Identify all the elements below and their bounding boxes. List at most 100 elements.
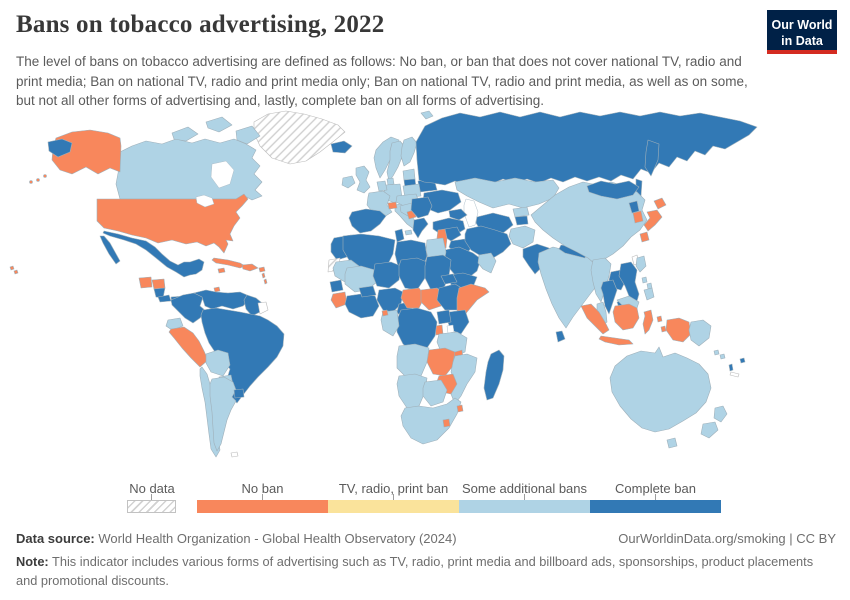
region-estonia-latvia[interactable] [402, 168, 416, 181]
legend-swatch-no-ban[interactable] [197, 500, 328, 513]
region-ireland[interactable] [341, 175, 356, 189]
region-north-korea[interactable] [628, 200, 640, 214]
region-fiji[interactable] [739, 357, 746, 364]
region-mongolia[interactable] [586, 180, 640, 200]
region-java[interactable] [598, 335, 634, 346]
region-greenland[interactable] [253, 110, 346, 165]
region-moluccas[interactable] [660, 325, 667, 333]
region-hawaii[interactable] [9, 265, 15, 271]
region-spain-portugal[interactable] [348, 208, 387, 234]
region-brazil[interactable] [200, 307, 285, 404]
region-papua-new-guinea[interactable] [688, 319, 712, 347]
region-zambia[interactable] [426, 347, 456, 377]
region-borneo-indonesia[interactable] [612, 303, 640, 331]
region-burkina-faso[interactable] [358, 285, 377, 298]
region-solomon-islands[interactable] [713, 349, 720, 356]
region-central-african-republic[interactable] [400, 287, 426, 309]
region-thailand[interactable] [600, 279, 618, 315]
region-oman-uae[interactable] [477, 252, 497, 274]
region-solomon-islands[interactable] [719, 353, 726, 360]
region-baja-california[interactable] [99, 235, 121, 265]
region-angola[interactable] [396, 343, 430, 379]
region-greece-albania[interactable] [412, 217, 429, 239]
region-lesser-antilles[interactable] [261, 272, 266, 279]
region-aleutian-islands[interactable] [36, 178, 40, 182]
region-united-kingdom[interactable] [355, 165, 371, 194]
region-gabon-congo[interactable] [380, 309, 400, 337]
region-mexico[interactable] [102, 230, 205, 278]
region-aleutian-islands[interactable] [43, 174, 47, 178]
region-russia[interactable] [415, 111, 758, 186]
region-south-sudan[interactable] [420, 287, 444, 311]
region-caucasus[interactable] [448, 208, 468, 221]
region-uganda[interactable] [436, 309, 452, 325]
region-kyrgyzstan[interactable] [512, 206, 530, 218]
region-svalbard[interactable] [420, 110, 434, 120]
region-japan[interactable] [639, 231, 650, 243]
region-argentina[interactable] [209, 376, 237, 452]
legend-swatch-no-data[interactable] [127, 500, 176, 513]
region-nigeria[interactable] [376, 287, 404, 313]
region-japan[interactable] [653, 197, 667, 210]
region-eritrea[interactable] [440, 273, 458, 285]
legend-swatch-some-additional[interactable] [459, 500, 590, 513]
region-usa[interactable] [96, 193, 249, 254]
region-denmark[interactable] [386, 177, 395, 186]
region-china[interactable] [530, 181, 648, 265]
region-falkland-islands[interactable] [230, 451, 239, 458]
region-visayas[interactable] [641, 276, 648, 284]
legend-swatch-complete[interactable] [590, 500, 721, 513]
region-australia[interactable] [609, 346, 712, 433]
region-iceland[interactable] [330, 140, 353, 154]
region-benelux[interactable] [376, 180, 388, 192]
region-lesser-antilles[interactable] [263, 278, 268, 285]
region-finland[interactable] [400, 136, 418, 167]
region-moluccas[interactable] [656, 315, 663, 323]
region-mindanao[interactable] [643, 287, 655, 301]
region-botswana[interactable] [422, 379, 448, 407]
legend-swatch-tv-radio-print[interactable] [328, 500, 459, 513]
region-switzerland[interactable] [387, 201, 398, 210]
region-honduras[interactable] [151, 278, 166, 290]
region-french-guiana[interactable] [257, 301, 269, 315]
region-canada-arctic-islands[interactable] [235, 125, 261, 145]
region-sulawesi[interactable] [642, 309, 654, 335]
region-tasmania[interactable] [666, 437, 678, 449]
region-kazakhstan[interactable] [454, 177, 560, 209]
region-canada-arctic-islands[interactable] [205, 116, 233, 133]
region-iran[interactable] [464, 225, 512, 259]
region-tajikistan[interactable] [514, 215, 529, 226]
region-trinidad[interactable] [213, 286, 221, 293]
region-romania-bulgaria[interactable] [410, 196, 433, 219]
region-new-caledonia[interactable] [729, 371, 740, 378]
region-canada[interactable] [115, 138, 263, 201]
region-kamchatka[interactable] [644, 139, 660, 177]
region-bolivia[interactable] [205, 349, 231, 377]
region-south-korea[interactable] [632, 210, 644, 224]
region-myanmar[interactable] [590, 257, 612, 303]
region-equatorial-guinea[interactable] [381, 309, 389, 317]
region-lesotho[interactable] [442, 418, 451, 428]
region-jamaica[interactable] [217, 267, 226, 274]
region-sumatra[interactable] [580, 303, 610, 335]
region-luzon[interactable] [635, 255, 647, 273]
region-senegal[interactable] [329, 279, 344, 293]
region-niger[interactable] [372, 261, 402, 289]
region-peru[interactable] [168, 326, 209, 368]
region-namibia[interactable] [396, 373, 428, 409]
region-uruguay[interactable] [233, 388, 245, 399]
region-new-zealand-south[interactable] [700, 421, 719, 439]
region-tunisia[interactable] [394, 228, 405, 243]
region-alaska[interactable] [51, 129, 122, 175]
region-hispaniola[interactable] [241, 263, 259, 272]
region-cuba[interactable] [211, 257, 246, 269]
region-new-zealand-north[interactable] [713, 405, 728, 423]
region-chad[interactable] [398, 257, 428, 291]
region-ivory-coast-ghana[interactable] [344, 293, 380, 319]
region-south-africa[interactable] [400, 397, 462, 445]
region-west-papua[interactable] [665, 317, 692, 343]
region-vanuatu[interactable] [728, 363, 734, 372]
region-canada-arctic-islands[interactable] [171, 126, 199, 142]
region-guatemala[interactable] [138, 276, 153, 289]
region-aleutian-islands[interactable] [29, 180, 33, 184]
